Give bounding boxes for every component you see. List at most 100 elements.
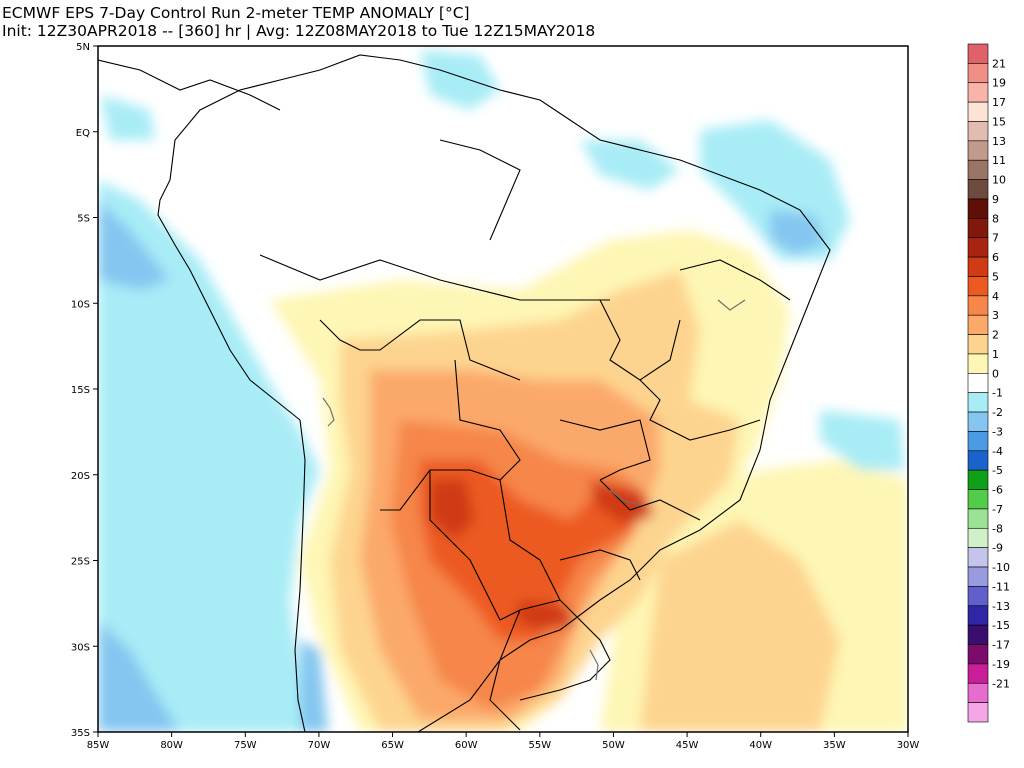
colorbar-label: 8 bbox=[992, 212, 999, 225]
colorbar-label: 5 bbox=[992, 270, 999, 283]
lake-titicaca bbox=[322, 397, 335, 427]
colorbar-swatch bbox=[967, 159, 989, 180]
colorbar-swatch bbox=[967, 508, 989, 529]
colorbar-swatch bbox=[967, 586, 989, 607]
lat-tick-label: 20S bbox=[71, 471, 90, 482]
south-america-coastline bbox=[157, 54, 831, 732]
colorbar-label: -21 bbox=[992, 677, 1010, 690]
atlantic-warm-region-2 bbox=[640, 520, 840, 732]
anomaly-field bbox=[98, 46, 908, 732]
lon-tick-label: 35W bbox=[823, 740, 846, 751]
colorbar-label: 1 bbox=[992, 348, 999, 361]
andes-cool-strip bbox=[300, 640, 328, 732]
colorbar-swatch bbox=[967, 373, 989, 393]
colorbar-swatch bbox=[967, 527, 989, 548]
colorbar-label: -19 bbox=[992, 658, 1010, 671]
pacific-cool-region bbox=[98, 180, 330, 732]
colorbar: 211917151311109876543210-1-2-3-4-5-6-7-8… bbox=[967, 43, 1010, 723]
lon-tick-label: 75W bbox=[234, 740, 257, 751]
lon-tick-label: 55W bbox=[529, 740, 552, 751]
amazon-mouth-cool bbox=[580, 140, 680, 190]
colorbar-label: -8 bbox=[992, 522, 1003, 535]
colorbar-swatch bbox=[967, 624, 989, 645]
colorbar-swatch bbox=[967, 566, 989, 587]
colorbar-label: -1 bbox=[992, 387, 1003, 400]
colorbar-label: 9 bbox=[992, 193, 999, 206]
lat-tick-label: 5N bbox=[76, 42, 90, 53]
colorbar-label: -13 bbox=[992, 600, 1010, 613]
colorbar-label: 7 bbox=[992, 232, 999, 245]
colorbar-swatch bbox=[967, 663, 989, 684]
colorbar-swatch bbox=[967, 43, 989, 64]
colorbar-label: 2 bbox=[992, 329, 999, 342]
colorbar-swatch bbox=[967, 334, 989, 355]
colorbar-label: 4 bbox=[992, 290, 999, 303]
colorbar-label: -11 bbox=[992, 580, 1010, 593]
colorbar-swatch bbox=[967, 353, 989, 374]
lon-tick-label: 80W bbox=[160, 740, 183, 751]
colorbar-label: -17 bbox=[992, 639, 1010, 652]
colorbar-swatch bbox=[967, 489, 989, 510]
lon-tick-label: 40W bbox=[749, 740, 772, 751]
colorbar-swatch bbox=[967, 237, 989, 258]
lakes bbox=[322, 299, 746, 681]
colorbar-label: -5 bbox=[992, 464, 1003, 477]
lat-tick-label: 10S bbox=[71, 299, 90, 310]
colorbar-label: 6 bbox=[992, 251, 999, 264]
colorbar-swatch bbox=[967, 702, 989, 723]
latitude-axis: 5N EQ 5S 10S 15S 20S 25S 30S 35S bbox=[71, 42, 98, 739]
colorbar-label: 11 bbox=[992, 154, 1006, 167]
lon-tick-label: 85W bbox=[87, 740, 110, 751]
colorbar-swatch bbox=[967, 63, 989, 84]
lat-tick-label: 35S bbox=[71, 728, 90, 739]
colorbar-label: -6 bbox=[992, 484, 1003, 497]
central-america-coast bbox=[98, 59, 281, 111]
colorbar-swatch bbox=[967, 314, 989, 335]
colorbar-label: 13 bbox=[992, 135, 1006, 148]
longitude-axis: 85W 80W 75W 70W 65W 60W 55W 50W 45W 40W 35W 30W bbox=[87, 732, 920, 751]
chart-title-line1: ECMWF EPS 7-Day Control Run 2-meter TEMP… bbox=[2, 4, 470, 22]
country-border-6 bbox=[489, 609, 521, 731]
lon-tick-label: 50W bbox=[602, 740, 625, 751]
colorbar-swatch bbox=[967, 411, 989, 432]
state-border-1 bbox=[599, 299, 681, 381]
south-pacific-cool bbox=[98, 620, 180, 732]
state-border-6 bbox=[679, 259, 791, 301]
colorbar-swatch bbox=[967, 469, 989, 490]
warm-level-5 bbox=[430, 478, 475, 540]
colorbar-label: -10 bbox=[992, 561, 1010, 574]
colorbar-label: -4 bbox=[992, 445, 1003, 458]
state-border-5 bbox=[559, 549, 641, 581]
colorbar-label: 15 bbox=[992, 115, 1006, 128]
state-border-4 bbox=[599, 479, 701, 521]
lat-tick-label: 25S bbox=[71, 557, 90, 568]
lat-tick-label: 15S bbox=[71, 385, 90, 396]
country-border-1 bbox=[259, 254, 610, 301]
lat-tick-label: 5S bbox=[77, 214, 90, 225]
colorbar-label: 10 bbox=[992, 174, 1006, 187]
colorbar-swatch bbox=[967, 101, 989, 122]
coastlines-borders bbox=[98, 54, 831, 732]
colorbar-swatch bbox=[967, 682, 989, 703]
chart-title-line2: Init: 12Z30APR2018 -- [360] hr | Avg: 12… bbox=[2, 22, 596, 40]
atlantic-cool-patch bbox=[820, 410, 905, 470]
lon-tick-label: 60W bbox=[455, 740, 478, 751]
lon-tick-label: 70W bbox=[308, 740, 331, 751]
colorbar-label: 0 bbox=[992, 367, 999, 380]
colorbar-swatch bbox=[967, 218, 989, 239]
colorbar-swatch bbox=[967, 276, 989, 297]
colorbar-swatch bbox=[967, 256, 989, 277]
caribbean-cool-patch bbox=[100, 95, 155, 140]
lon-tick-label: 30W bbox=[897, 740, 920, 751]
colorbar-label: -2 bbox=[992, 406, 1003, 419]
country-border-2 bbox=[439, 139, 521, 241]
colorbar-label: -15 bbox=[992, 619, 1010, 632]
colorbar-swatch bbox=[967, 121, 989, 142]
colorbar-swatch bbox=[967, 644, 989, 665]
state-border-2 bbox=[639, 379, 761, 441]
colorbar-label: -9 bbox=[992, 542, 1003, 555]
colorbar-label: 19 bbox=[992, 77, 1006, 90]
country-border-7 bbox=[519, 599, 611, 701]
colorbar-swatch bbox=[967, 547, 989, 568]
